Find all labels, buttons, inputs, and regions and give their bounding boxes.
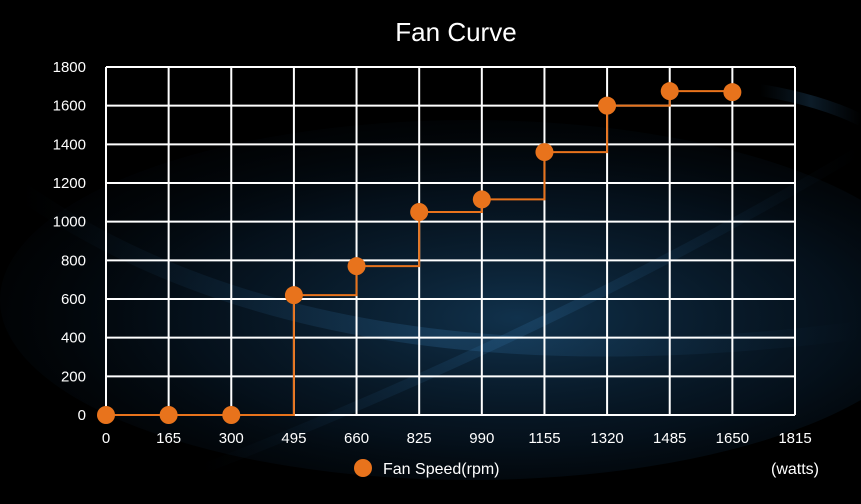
x-tick-label: 1485	[653, 430, 686, 447]
y-tick-label: 1200	[53, 175, 86, 192]
data-point	[535, 143, 554, 162]
series-line	[106, 90, 734, 416]
x-tick-label: 0	[102, 430, 110, 447]
y-tick-label: 600	[61, 291, 86, 308]
x-tick-label: 825	[407, 430, 432, 447]
y-tick-label: 1800	[53, 59, 86, 76]
y-axis-ticks: 0 200 400 600 800 1000 1200 1400 1600 1800	[53, 59, 86, 424]
x-tick-label: 660	[344, 430, 369, 447]
x-tick-label: 1650	[716, 430, 749, 447]
legend-label: Fan Speed(rpm)	[383, 461, 500, 478]
x-tick-label: 165	[156, 430, 181, 447]
data-point	[598, 96, 617, 115]
y-tick-label: 1400	[53, 136, 86, 153]
y-tick-label: 1000	[53, 214, 86, 231]
x-tick-label: 300	[219, 430, 244, 447]
data-point	[222, 406, 241, 424]
data-point	[660, 82, 679, 101]
y-tick-label: 400	[61, 330, 86, 347]
data-point	[97, 406, 115, 424]
legend-marker	[354, 459, 372, 477]
x-axis-ticks: 0 165 300 495 660 825 990 1155 1320 1485 1650 1815	[102, 430, 812, 447]
data-point	[347, 257, 366, 276]
y-tick-label: 200	[61, 368, 86, 385]
y-tick-label: 1600	[53, 98, 86, 115]
data-point	[723, 83, 742, 102]
grid	[105, 66, 796, 416]
data-point	[284, 286, 303, 305]
x-tick-label: 495	[281, 430, 306, 447]
x-tick-label: 1320	[590, 430, 623, 447]
data-point	[159, 406, 178, 424]
data-point	[410, 203, 429, 221]
x-tick-label: 990	[469, 430, 494, 447]
legend: Fan Speed(rpm)	[354, 459, 500, 478]
series-fan-speed	[97, 82, 742, 424]
x-tick-label: 1155	[528, 430, 560, 447]
y-tick-label: 800	[61, 252, 86, 269]
y-tick-label: 0	[78, 407, 86, 424]
x-tick-label: 1815	[778, 430, 811, 447]
data-point	[472, 190, 491, 209]
chart-title: Fan Curve	[395, 17, 516, 47]
x-axis-unit-label: (watts)	[771, 461, 819, 478]
